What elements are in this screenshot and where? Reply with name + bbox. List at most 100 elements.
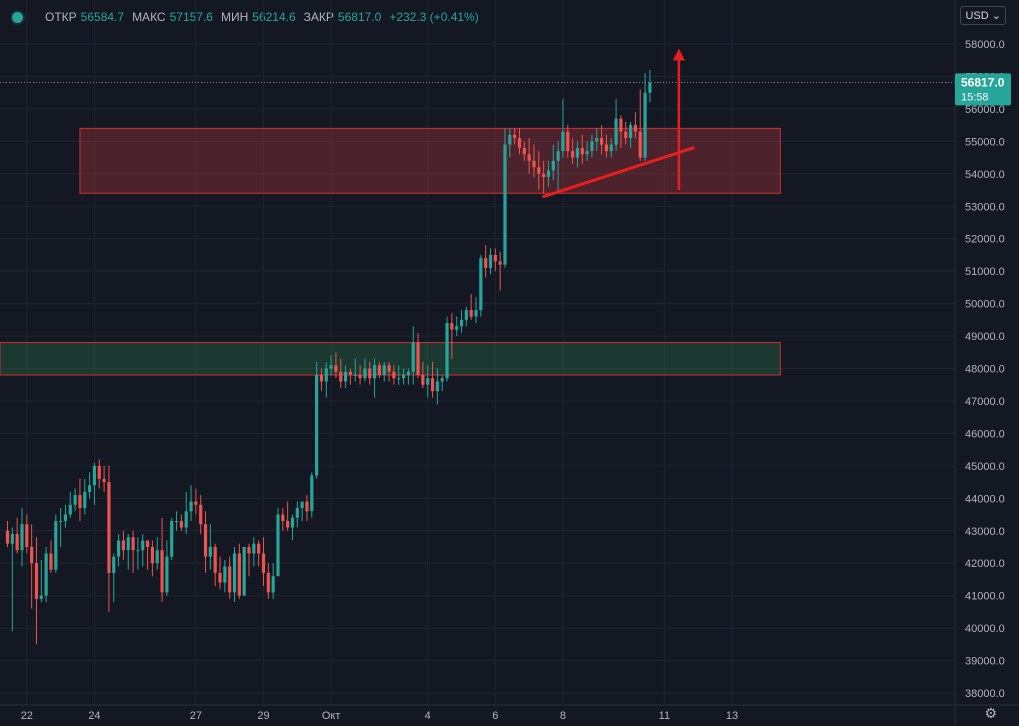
y-tick-label: 40000.0 [965,623,1005,635]
open-label: ОТКР [45,10,77,24]
x-tick-label: 11 [659,710,670,722]
y-tick-label: 42000.0 [965,558,1005,570]
change-value: +232.3 (+0.41%) [389,10,479,24]
candle-body [213,546,217,573]
candle-body [170,521,174,557]
candle-body [252,543,256,554]
x-tick-label: 24 [88,710,100,722]
close-label: ЗАКР [303,10,334,24]
candle-body [503,144,507,265]
candle-body [10,533,14,544]
candle-body [223,566,227,583]
countdown-label: 15:58 [961,91,989,103]
y-tick-label: 47000.0 [965,396,1005,408]
candle-body [590,141,594,152]
candle-body [426,378,430,385]
candle-body [276,514,280,577]
candle-body [508,134,512,145]
candle-body [624,131,628,139]
candle-body [488,254,493,268]
x-tick-label: 6 [492,710,498,722]
candle-body [126,537,130,551]
candle-body [131,537,135,551]
candle-body [329,365,333,369]
candle-body [88,485,92,492]
candle-body [237,553,241,596]
candle-body [59,521,63,523]
candle-body [83,491,87,509]
candle-body [551,160,555,171]
candle-body [179,521,183,528]
candle-body [493,254,497,262]
candle-body [73,495,77,505]
candle-body [203,524,208,557]
candle-body [305,501,309,512]
candle-body [387,365,391,372]
candle-body [44,553,48,596]
x-tick-label: 22 [21,710,33,722]
candle-body [397,378,401,380]
candle-body [20,524,24,551]
candle-body [15,533,19,551]
candle-body [604,144,609,152]
gear-icon[interactable]: ⚙ [984,705,997,721]
candle-body [479,258,483,311]
y-tick-label: 38000.0 [965,688,1005,700]
y-tick-label: 43000.0 [965,526,1005,538]
candle-body [392,371,396,379]
candle-body [30,546,34,564]
candle-body [199,504,203,525]
y-tick-label: 49000.0 [965,331,1005,343]
candle-body [300,501,304,509]
x-tick-label: 13 [726,710,738,722]
candle-body [189,501,193,512]
x-tick-label: Окт [322,710,341,722]
candle-body [25,524,29,547]
candle-body [174,521,179,523]
candle-body [406,371,410,375]
candle-body [136,550,140,552]
x-tick-label: 29 [257,710,269,722]
currency-selector[interactable]: USD ⌄ [960,6,1006,25]
candle-body [184,511,188,528]
candle-body [430,378,435,392]
y-tick-label: 50000.0 [965,299,1005,311]
candle-body [633,125,637,132]
candle-body [218,572,222,583]
candle-body [232,553,237,593]
candle-body [116,540,121,557]
candle-body [580,147,584,155]
high-label: МАКС [132,10,166,24]
chevron-down-icon: ⌄ [991,10,1001,22]
candle-body [92,465,97,486]
candle-body [377,365,382,375]
y-tick-label: 52000.0 [965,234,1005,246]
candle-body [358,374,362,379]
close-value: 56817.0 [337,10,382,24]
candle-body [619,118,623,132]
candle-body [324,368,328,382]
candle-body [416,342,420,375]
candle-body [63,514,68,522]
candle-body [638,131,642,158]
candle-body [368,368,372,379]
y-tick-label: 41000.0 [965,591,1005,603]
candle-body [498,261,502,265]
candle-body [532,160,536,168]
candle-body [382,365,386,375]
candle-body [257,543,261,554]
candle-body [145,540,150,547]
trendline [542,146,695,199]
candle-body [102,478,106,483]
candle-body [121,540,126,551]
candle-body [78,495,82,509]
arrow-head [672,48,685,61]
high-value: 57157.6 [169,10,213,24]
candle-body [609,144,613,152]
candle-body [228,566,232,593]
candle-body [459,319,464,327]
candle-body [435,381,439,392]
candle-body [614,118,618,145]
candle-body [286,521,290,528]
